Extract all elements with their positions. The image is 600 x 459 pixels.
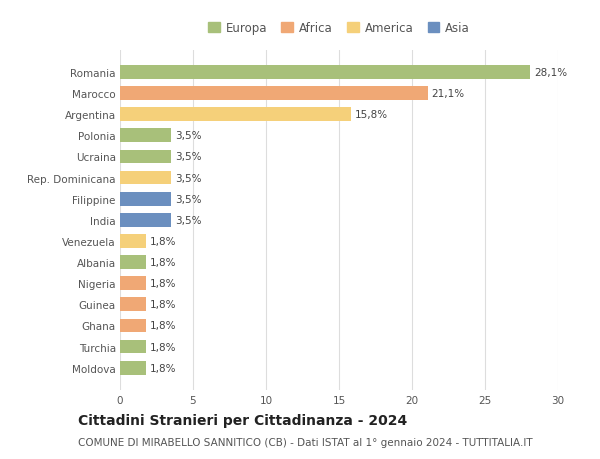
- Text: 15,8%: 15,8%: [355, 110, 388, 120]
- Bar: [120, 150, 171, 164]
- Bar: [120, 340, 146, 353]
- Bar: [120, 129, 171, 143]
- Text: 28,1%: 28,1%: [534, 68, 567, 78]
- Text: 21,1%: 21,1%: [432, 89, 465, 99]
- Text: Cittadini Stranieri per Cittadinanza - 2024: Cittadini Stranieri per Cittadinanza - 2…: [78, 414, 407, 428]
- Bar: [120, 108, 350, 122]
- Bar: [120, 319, 146, 333]
- Text: 1,8%: 1,8%: [150, 300, 176, 310]
- Text: 1,8%: 1,8%: [150, 363, 176, 373]
- Text: 3,5%: 3,5%: [175, 131, 201, 141]
- Bar: [120, 277, 146, 291]
- Bar: [120, 361, 146, 375]
- Text: 1,8%: 1,8%: [150, 342, 176, 352]
- Text: COMUNE DI MIRABELLO SANNITICO (CB) - Dati ISTAT al 1° gennaio 2024 - TUTTITALIA.: COMUNE DI MIRABELLO SANNITICO (CB) - Dat…: [78, 437, 533, 447]
- Text: 1,8%: 1,8%: [150, 321, 176, 330]
- Text: 3,5%: 3,5%: [175, 173, 201, 183]
- Bar: [120, 235, 146, 248]
- Bar: [120, 87, 428, 101]
- Bar: [120, 298, 146, 312]
- Bar: [120, 66, 530, 79]
- Bar: [120, 192, 171, 206]
- Bar: [120, 171, 171, 185]
- Text: 1,8%: 1,8%: [150, 236, 176, 246]
- Text: 3,5%: 3,5%: [175, 194, 201, 204]
- Text: 1,8%: 1,8%: [150, 279, 176, 289]
- Bar: [120, 256, 146, 269]
- Bar: [120, 213, 171, 227]
- Text: 1,8%: 1,8%: [150, 257, 176, 268]
- Text: 3,5%: 3,5%: [175, 215, 201, 225]
- Text: 3,5%: 3,5%: [175, 152, 201, 162]
- Legend: Europa, Africa, America, Asia: Europa, Africa, America, Asia: [208, 22, 470, 35]
